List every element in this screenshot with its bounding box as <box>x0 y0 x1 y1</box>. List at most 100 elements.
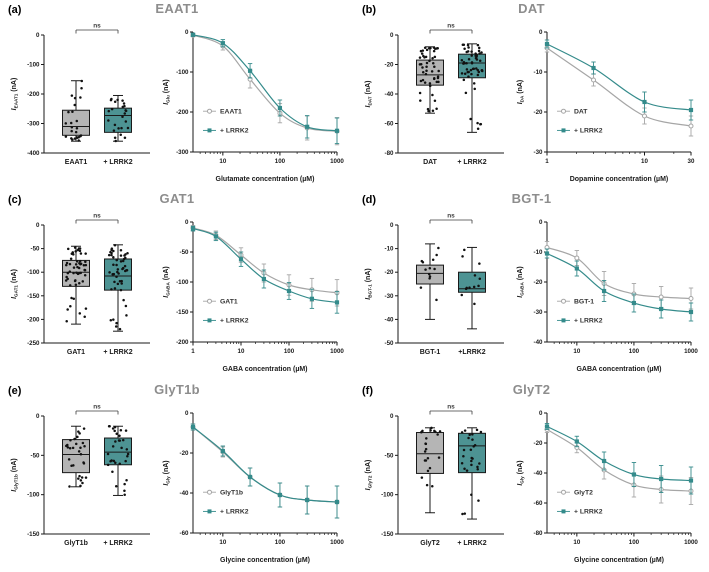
svg-text:IGABA (nA): IGABA (nA) <box>163 266 171 297</box>
svg-text:1000: 1000 <box>330 158 344 165</box>
svg-text:-100: -100 <box>176 69 189 76</box>
panel-title: BGT-1 <box>511 191 552 206</box>
svg-text:-50: -50 <box>31 246 41 253</box>
boxplot-chart: 0 -10 -20 -30 -40 -50 BGT-1 +LRRK2 ns IBGT-1 (nA) <box>365 213 504 356</box>
svg-text:IDA (nA): IDA (nA) <box>517 80 525 105</box>
svg-text:10: 10 <box>219 539 226 546</box>
svg-text:-80: -80 <box>534 530 544 537</box>
panel-label: (a) <box>8 4 22 16</box>
boxplot-chart: 0 -20 -40 -60 -80 DAT + LRRK2 ns IDAT (nA) <box>365 23 504 166</box>
panel-label: (f) <box>362 385 373 397</box>
svg-text:-40: -40 <box>180 490 190 497</box>
svg-text:-20: -20 <box>534 440 544 447</box>
svg-text:-60: -60 <box>534 500 544 507</box>
svg-text:+ LRRK2: + LRRK2 <box>457 540 486 547</box>
dose-response-chart: 0 -100 -200 -300 10 100 1000 EAAT1 + LRRK2 Glutam… <box>163 29 344 183</box>
svg-text:0: 0 <box>539 219 543 226</box>
svg-text:-50: -50 <box>385 340 395 347</box>
svg-text:-30: -30 <box>534 309 544 316</box>
svg-text:-100: -100 <box>27 492 40 499</box>
svg-text:1: 1 <box>191 348 195 355</box>
svg-text:Glutamate concentration (µM): Glutamate concentration (µM) <box>216 176 315 183</box>
svg-text:DAT: DAT <box>574 108 588 115</box>
boxplot-chart: 0 -50 -100 -150 GlyT1b + LRRK2 ns IGlyT1b (nA) <box>11 404 150 547</box>
svg-text:IGly (nA): IGly (nA) <box>517 460 525 485</box>
panel-title: GlyT2 <box>512 382 551 397</box>
svg-text:1000: 1000 <box>684 539 698 546</box>
svg-text:0: 0 <box>185 219 189 226</box>
svg-text:0: 0 <box>36 413 40 420</box>
svg-text:-150: -150 <box>27 531 40 538</box>
svg-text:GlyT2: GlyT2 <box>574 489 593 496</box>
svg-text:-150: -150 <box>27 293 40 300</box>
svg-text:IGly (nA): IGly (nA) <box>163 460 171 485</box>
svg-text:-40: -40 <box>534 339 544 346</box>
svg-text:-150: -150 <box>176 309 189 316</box>
svg-text:IDAT (nA): IDAT (nA) <box>365 80 373 107</box>
svg-text:-100: -100 <box>27 61 40 68</box>
panel-c: (c) GAT1 0 -50 -100 -150 -200 -250 GAT1 + LRRK2… <box>0 190 354 381</box>
svg-text:Glycine concentration (µM): Glycine concentration (µM) <box>220 557 310 564</box>
svg-text:-20: -20 <box>385 61 395 68</box>
svg-text:0: 0 <box>390 32 394 39</box>
svg-text:100: 100 <box>275 539 286 546</box>
svg-text:ns: ns <box>447 404 455 411</box>
svg-text:-40: -40 <box>534 470 544 477</box>
svg-text:0: 0 <box>36 32 40 39</box>
svg-text:1000: 1000 <box>684 348 698 355</box>
svg-text:-100: -100 <box>27 269 40 276</box>
svg-text:BGT-1: BGT-1 <box>420 349 441 356</box>
svg-text:+LRRK2: +LRRK2 <box>458 349 486 356</box>
svg-text:Glycine concentration (µM): Glycine concentration (µM) <box>574 557 664 564</box>
dose-response-chart: 0 -20 -40 -60 -80 10 100 1000 GlyT2 + LRRK2 Glycin… <box>517 410 698 564</box>
svg-text:10: 10 <box>641 158 648 165</box>
svg-text:Dopamine concentration (µM): Dopamine concentration (µM) <box>570 176 669 183</box>
svg-text:10: 10 <box>238 348 245 355</box>
panel-label: (b) <box>362 4 377 16</box>
svg-text:-200: -200 <box>27 316 40 323</box>
svg-text:BGT-1: BGT-1 <box>574 298 594 305</box>
panel-label: (e) <box>8 385 22 397</box>
svg-text:GlyT2: GlyT2 <box>420 540 440 547</box>
svg-text:ns: ns <box>447 23 455 30</box>
svg-text:-50: -50 <box>385 452 395 459</box>
svg-text:-10: -10 <box>534 69 544 76</box>
boxplot-chart: 0 -50 -100 -150 -200 -250 GAT1 + LRRK2 ns IGAT1 (… <box>11 213 150 356</box>
svg-text:ns: ns <box>93 213 101 220</box>
panel-label: (c) <box>8 194 22 206</box>
svg-text:10: 10 <box>573 539 580 546</box>
svg-text:+ LRRK2: + LRRK2 <box>574 128 603 135</box>
svg-text:+ LRRK2: + LRRK2 <box>220 509 249 516</box>
dose-response-chart: 0 -10 -20 -301 10 30 DAT + LRRK2 Dopamine concen… <box>517 29 695 183</box>
panel-e: (e) GlyT1b 0 -50 -100 -150 GlyT1b + LRRK2 ns IG… <box>0 381 354 572</box>
svg-text:-60: -60 <box>385 120 395 127</box>
svg-text:IEAAT1 (nA): IEAAT1 (nA) <box>11 78 19 111</box>
svg-text:GAT1: GAT1 <box>67 349 85 356</box>
svg-text:ns: ns <box>447 213 455 220</box>
svg-text:-50: -50 <box>31 452 41 459</box>
svg-text:0: 0 <box>390 222 394 229</box>
svg-text:100: 100 <box>284 348 295 355</box>
svg-text:-30: -30 <box>385 293 395 300</box>
svg-text:0: 0 <box>539 29 543 36</box>
svg-text:IGlyT2 (nA): IGlyT2 (nA) <box>365 460 373 491</box>
svg-text:-100: -100 <box>381 492 394 499</box>
svg-text:IBGT-1 (nA): IBGT-1 (nA) <box>365 268 373 299</box>
svg-text:0: 0 <box>36 222 40 229</box>
svg-text:10: 10 <box>573 348 580 355</box>
svg-text:-300: -300 <box>176 149 189 156</box>
svg-text:0: 0 <box>539 410 543 417</box>
svg-text:IGAT1 (nA): IGAT1 (nA) <box>11 269 19 299</box>
svg-text:-10: -10 <box>385 246 395 253</box>
svg-text:1000: 1000 <box>330 348 344 355</box>
svg-text:-250: -250 <box>27 340 40 347</box>
svg-text:0: 0 <box>185 29 189 36</box>
svg-text:-20: -20 <box>534 279 544 286</box>
svg-text:-10: -10 <box>534 249 544 256</box>
boxplot-chart: 0 -50 -100 -150 GlyT2 + LRRK2 ns IGlyT2 (nA) <box>365 404 504 547</box>
svg-text:ns: ns <box>93 404 101 411</box>
svg-text:10: 10 <box>219 158 226 165</box>
svg-text:+ LRRK2: + LRRK2 <box>220 318 249 325</box>
panel-title: DAT <box>518 1 545 16</box>
